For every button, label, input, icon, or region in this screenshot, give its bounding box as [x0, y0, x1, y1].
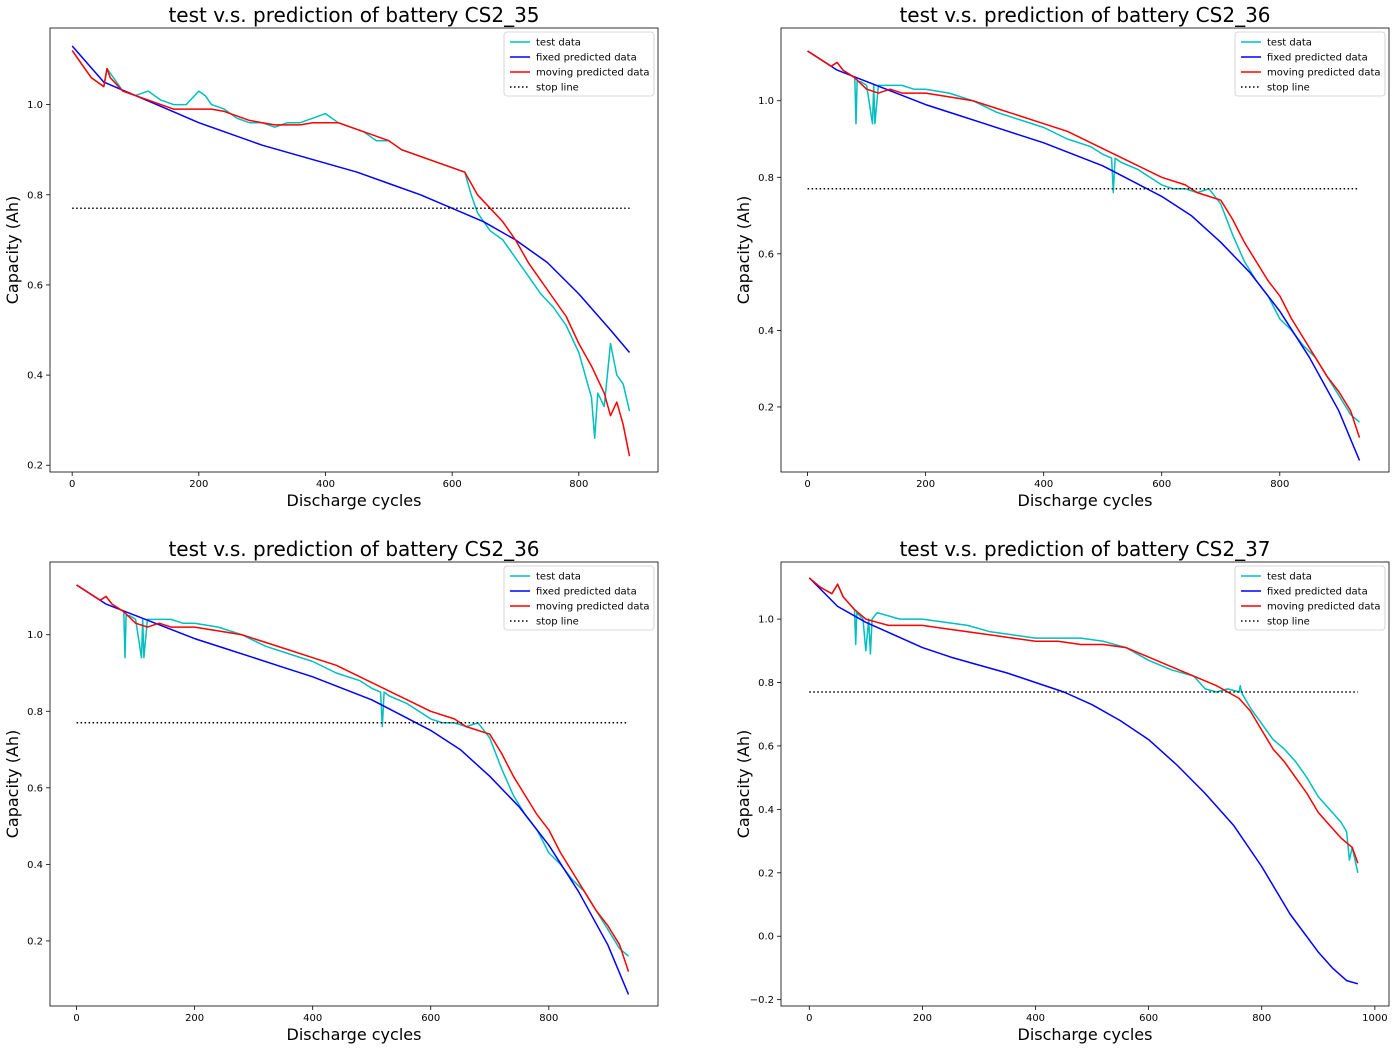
series-line-3	[76, 584, 630, 972]
legend-entry: fixed predicted data	[536, 53, 637, 64]
series-line-2	[807, 50, 1361, 461]
legend-box	[503, 565, 655, 631]
x-axis-label: Discharge cycles	[287, 491, 422, 510]
y-tick-label: 1.0	[758, 96, 774, 107]
chart-panel-2: test v.s. prediction of battery CS2_36 Di…	[734, 3, 1390, 510]
legend-entry: moving predicted data	[1267, 602, 1381, 613]
legend-entry: test data	[1267, 572, 1312, 583]
y-tick-label: 0.2	[27, 936, 43, 947]
chart-title: test v.s. prediction of battery CS2_37	[899, 537, 1270, 561]
series-line-1	[808, 577, 1359, 873]
x-tick-label: 600	[1152, 479, 1171, 490]
legend-entry: moving predicted data	[536, 68, 650, 79]
y-tick-label: −0.2	[750, 995, 774, 1006]
legend-entry: moving predicted data	[536, 602, 650, 613]
x-tick-label: 400	[1034, 479, 1053, 490]
y-tick-label: 0.4	[758, 326, 774, 337]
x-tick-label: 800	[569, 479, 588, 490]
legend-entry: moving predicted data	[1267, 68, 1381, 79]
series-line-3	[808, 577, 1359, 864]
plot-area	[780, 27, 1390, 473]
y-tick-label: 0.0	[758, 932, 774, 943]
series-line-2	[808, 577, 1359, 985]
x-tick-label: 600	[1139, 1013, 1158, 1024]
chart-panel-4: test v.s. prediction of battery CS2_37 Di…	[734, 537, 1390, 1044]
x-axis-label: Discharge cycles	[287, 1025, 422, 1044]
y-tick-label: 0.6	[758, 741, 774, 752]
x-tick-label: 200	[185, 1013, 204, 1024]
y-tick-label: 1.0	[758, 615, 774, 626]
chart-panel-1: test v.s. prediction of battery CS2_35 Di…	[3, 3, 659, 510]
y-tick-label: 0.8	[27, 190, 43, 201]
legend-entry: stop line	[536, 83, 579, 94]
x-tick-label: 200	[916, 479, 935, 490]
y-tick-label: 0.8	[758, 173, 774, 184]
legend: test data fixed predicted data moving pred…	[1234, 565, 1386, 631]
y-tick-label: 0.2	[758, 868, 774, 879]
legend-entry: fixed predicted data	[1267, 53, 1368, 64]
x-tick-label: 600	[443, 479, 462, 490]
y-axis-label: Capacity (Ah)	[3, 730, 22, 839]
legend-entry: test data	[536, 572, 581, 583]
y-tick-label: 0.4	[758, 805, 774, 816]
chart-panel-3: test v.s. prediction of battery CS2_36 Di…	[3, 537, 659, 1044]
legend-entry: test data	[1267, 38, 1312, 49]
x-tick-label: 0	[69, 479, 75, 490]
x-tick-label: 0	[73, 1013, 79, 1024]
x-tick-label: 400	[316, 479, 335, 490]
x-axis-label: Discharge cycles	[1018, 1025, 1153, 1044]
x-tick-label: 400	[1026, 1013, 1045, 1024]
legend-box	[1234, 565, 1386, 631]
x-tick-label: 200	[913, 1013, 932, 1024]
chart-title: test v.s. prediction of battery CS2_36	[168, 537, 539, 561]
plot-area	[780, 561, 1390, 1007]
x-tick-label: 1000	[1362, 1013, 1387, 1024]
plot-area	[49, 561, 659, 1007]
x-tick-label: 800	[1252, 1013, 1271, 1024]
y-axis-label: Capacity (Ah)	[734, 196, 753, 305]
legend-entry: fixed predicted data	[536, 587, 637, 598]
y-tick-label: 0.2	[758, 402, 774, 413]
legend-entry: stop line	[536, 617, 579, 628]
y-tick-label: 0.8	[27, 707, 43, 718]
legend-box	[1234, 31, 1386, 97]
x-tick-label: 800	[539, 1013, 558, 1024]
y-tick-label: 0.6	[758, 249, 774, 260]
y-tick-label: 0.8	[758, 678, 774, 689]
legend-entry: stop line	[1267, 617, 1310, 628]
chart-title: test v.s. prediction of battery CS2_36	[899, 3, 1270, 27]
y-tick-label: 0.4	[27, 860, 43, 871]
legend-entry: test data	[536, 38, 581, 49]
x-tick-label: 0	[804, 479, 810, 490]
legend: test data fixed predicted data moving pred…	[503, 565, 655, 631]
legend: test data fixed predicted data moving pred…	[503, 31, 655, 97]
x-tick-label: 400	[303, 1013, 322, 1024]
legend-entry: stop line	[1267, 83, 1310, 94]
chart-title: test v.s. prediction of battery CS2_35	[168, 3, 539, 27]
legend: test data fixed predicted data moving pred…	[1234, 31, 1386, 97]
y-tick-label: 0.4	[27, 371, 43, 382]
y-tick-label: 1.0	[27, 630, 43, 641]
y-axis-label: Capacity (Ah)	[3, 196, 22, 305]
y-tick-label: 0.6	[27, 280, 43, 291]
legend-box	[503, 31, 655, 97]
series-line-2	[71, 45, 631, 353]
x-axis-label: Discharge cycles	[1018, 491, 1153, 510]
series-line-3	[807, 50, 1361, 438]
x-tick-label: 200	[189, 479, 208, 490]
y-axis-label: Capacity (Ah)	[734, 730, 753, 839]
y-tick-label: 0.2	[27, 461, 43, 472]
y-tick-label: 1.0	[27, 100, 43, 111]
x-tick-label: 800	[1270, 479, 1289, 490]
y-tick-label: 0.6	[27, 783, 43, 794]
series-line-2	[76, 584, 630, 995]
x-tick-label: 0	[806, 1013, 812, 1024]
x-tick-label: 600	[421, 1013, 440, 1024]
legend-entry: fixed predicted data	[1267, 587, 1368, 598]
series-line-3	[71, 50, 631, 457]
